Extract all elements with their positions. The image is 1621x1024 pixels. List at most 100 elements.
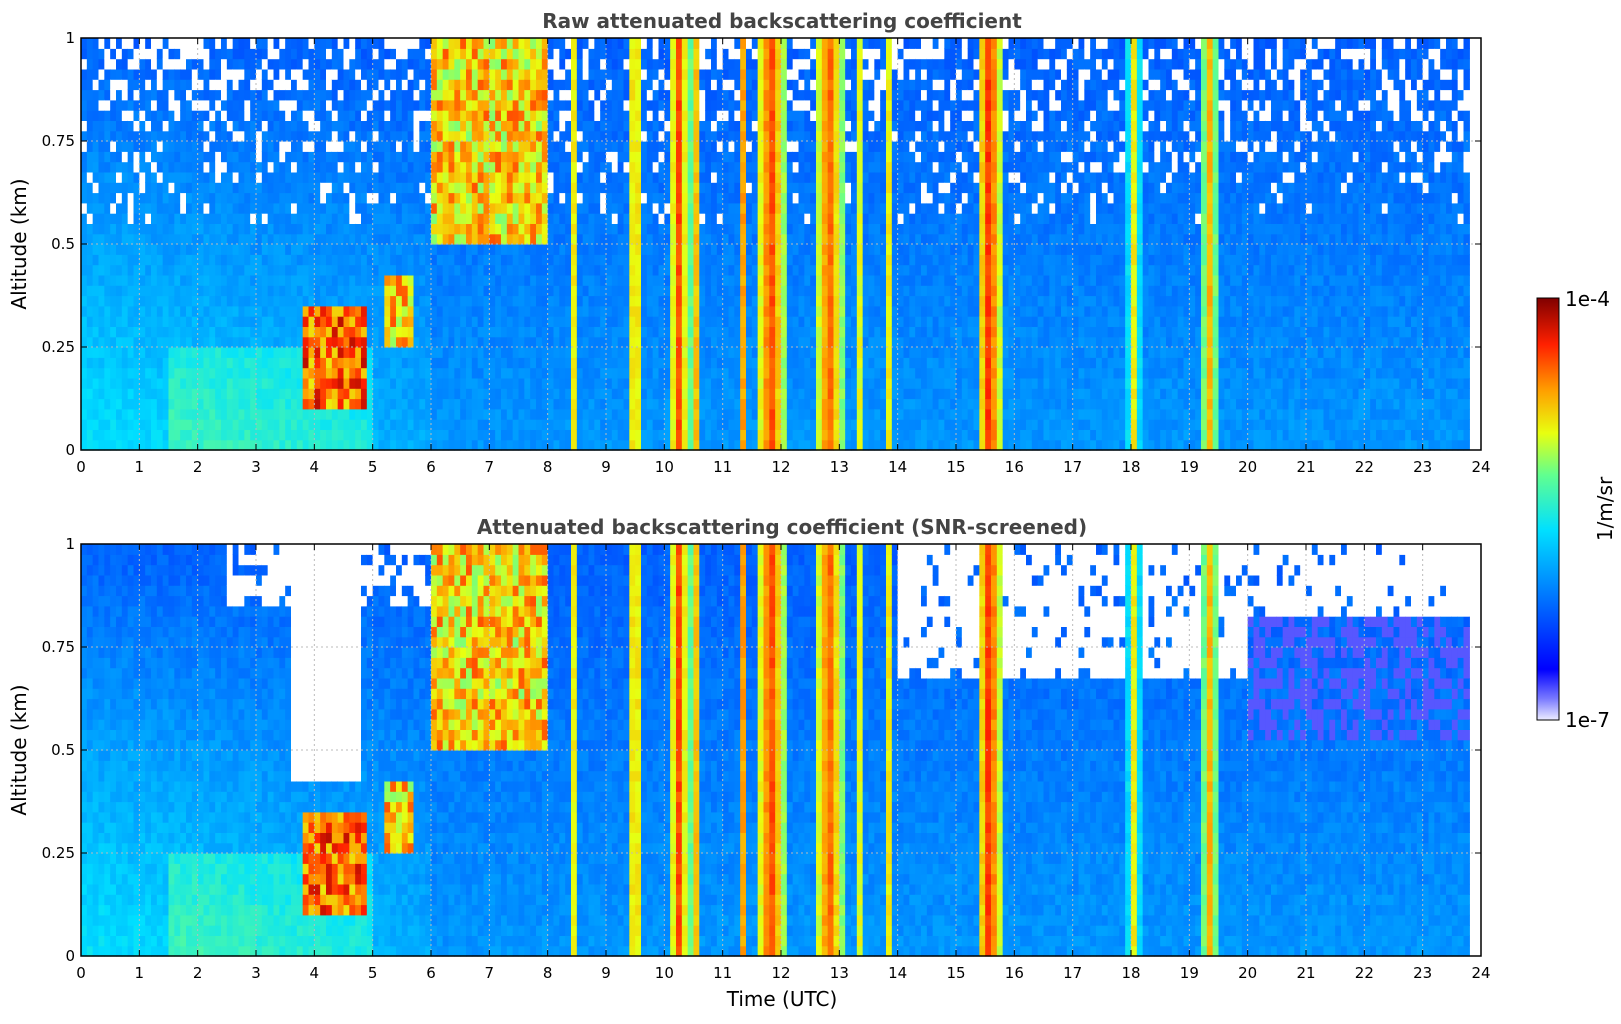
heatmap-cell bbox=[110, 141, 116, 152]
heatmap-cell bbox=[285, 59, 291, 70]
heatmap-cell bbox=[419, 193, 425, 204]
heatmap-cell bbox=[472, 223, 478, 234]
heatmap-cell bbox=[139, 69, 145, 80]
heatmap-cell bbox=[577, 59, 583, 70]
heatmap-cell bbox=[530, 368, 536, 379]
heatmap-cell bbox=[379, 306, 385, 317]
heatmap-cell bbox=[793, 296, 799, 307]
heatmap-cell bbox=[332, 182, 338, 193]
heatmap-cell bbox=[548, 388, 554, 399]
heatmap-cell bbox=[764, 182, 770, 193]
heatmap-cell bbox=[93, 419, 99, 430]
heatmap-cell bbox=[209, 110, 215, 121]
heatmap-cell bbox=[536, 223, 542, 234]
heatmap-cell bbox=[729, 306, 735, 317]
heatmap-cell bbox=[355, 285, 361, 296]
heatmap-cell bbox=[198, 296, 204, 307]
heatmap-cell bbox=[524, 337, 530, 348]
heatmap-cell bbox=[624, 419, 630, 430]
heatmap-cell bbox=[764, 69, 770, 80]
heatmap-cell bbox=[355, 368, 361, 379]
heatmap-cell bbox=[344, 378, 350, 389]
heatmap-cell bbox=[460, 59, 466, 70]
heatmap-cell bbox=[694, 357, 700, 368]
heatmap-cell bbox=[99, 213, 105, 224]
heatmap-cell bbox=[571, 254, 577, 265]
heatmap-cell bbox=[589, 388, 595, 399]
heatmap-cell bbox=[478, 182, 484, 193]
heatmap-cell bbox=[215, 244, 221, 255]
heatmap-cell bbox=[390, 120, 396, 131]
heatmap-cell bbox=[157, 388, 163, 399]
heatmap-cell bbox=[145, 172, 151, 183]
heatmap-cell bbox=[653, 120, 659, 131]
heatmap-cell bbox=[274, 59, 280, 70]
heatmap-cell bbox=[647, 79, 653, 90]
heatmap-cell bbox=[285, 234, 291, 245]
heatmap-cell bbox=[559, 193, 565, 204]
heatmap-cell bbox=[227, 48, 233, 59]
heatmap-cell bbox=[513, 337, 519, 348]
heatmap-cell bbox=[419, 48, 425, 59]
heatmap-cell bbox=[682, 347, 688, 358]
heatmap-cell bbox=[664, 48, 670, 59]
heatmap-cell bbox=[734, 409, 740, 420]
heatmap-cell bbox=[664, 120, 670, 131]
heatmap-cell bbox=[624, 316, 630, 327]
heatmap-cell bbox=[711, 337, 717, 348]
heatmap-cell bbox=[577, 419, 583, 430]
heatmap-cell bbox=[279, 368, 285, 379]
heatmap-cell bbox=[355, 440, 361, 451]
heatmap-cell bbox=[787, 285, 793, 296]
heatmap-cell bbox=[606, 172, 612, 183]
heatmap-cell bbox=[233, 162, 239, 173]
heatmap-cell bbox=[524, 193, 530, 204]
heatmap-cell bbox=[110, 120, 116, 131]
heatmap-cell bbox=[116, 69, 122, 80]
heatmap-cell bbox=[314, 141, 320, 152]
heatmap-cell bbox=[769, 131, 775, 142]
heatmap-cell bbox=[699, 100, 705, 111]
heatmap-cell bbox=[653, 419, 659, 430]
heatmap-cell bbox=[472, 296, 478, 307]
heatmap-cell bbox=[548, 357, 554, 368]
heatmap-cell bbox=[326, 213, 332, 224]
heatmap-cell bbox=[326, 306, 332, 317]
heatmap-cell bbox=[297, 275, 303, 286]
heatmap-cell bbox=[303, 409, 309, 420]
heatmap-cell bbox=[559, 172, 565, 183]
heatmap-cell bbox=[198, 409, 204, 420]
heatmap-cell bbox=[215, 141, 221, 152]
heatmap-cell bbox=[262, 223, 268, 234]
heatmap-cell bbox=[326, 90, 332, 101]
heatmap-cell bbox=[466, 275, 472, 286]
heatmap-cell bbox=[554, 429, 560, 440]
heatmap-cell bbox=[274, 234, 280, 245]
heatmap-cell bbox=[513, 100, 519, 111]
heatmap-cell bbox=[559, 79, 565, 90]
heatmap-cell bbox=[729, 357, 735, 368]
heatmap-cell bbox=[256, 131, 262, 142]
heatmap-cell bbox=[787, 79, 793, 90]
heatmap-cell bbox=[326, 100, 332, 111]
heatmap-cell bbox=[752, 59, 758, 70]
heatmap-cell bbox=[361, 306, 367, 317]
heatmap-cell bbox=[624, 141, 630, 152]
heatmap-cell bbox=[723, 440, 729, 451]
heatmap-cell bbox=[583, 110, 589, 121]
heatmap-cell bbox=[554, 69, 560, 80]
heatmap-cell bbox=[454, 151, 460, 162]
heatmap-cell bbox=[227, 316, 233, 327]
heatmap-cell bbox=[93, 306, 99, 317]
heatmap-cell bbox=[262, 337, 268, 348]
heatmap-cell bbox=[151, 182, 157, 193]
heatmap-cell bbox=[629, 347, 635, 358]
heatmap-cell bbox=[93, 38, 99, 49]
heatmap-cell bbox=[664, 254, 670, 265]
heatmap-cell bbox=[489, 38, 495, 49]
heatmap-cell bbox=[169, 306, 175, 317]
heatmap-cell bbox=[349, 388, 355, 399]
heatmap-cell bbox=[139, 110, 145, 121]
heatmap-cell bbox=[390, 254, 396, 265]
heatmap-cell bbox=[507, 234, 513, 245]
